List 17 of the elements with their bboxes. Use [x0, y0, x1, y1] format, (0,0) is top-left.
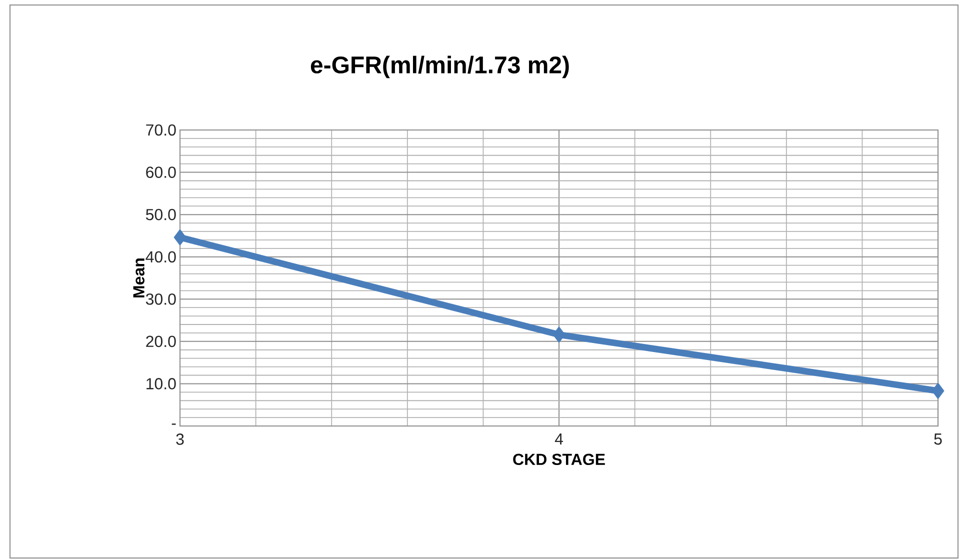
y-tick-label: 10.0	[146, 378, 176, 390]
x-tick-label: 4	[554, 434, 563, 445]
y-tick-label: 60.0	[146, 166, 176, 178]
point	[552, 326, 566, 343]
x-axis-title: CKD STAGE	[513, 454, 605, 466]
y-tick-label: 40.0	[146, 251, 176, 263]
y-tick-label: 30.0	[146, 293, 176, 305]
chart-title: e-GFR(ml/min/1.73 m2)	[310, 56, 569, 78]
y-tick-label: 70.0	[146, 124, 176, 136]
y-tick-label: 50.0	[146, 208, 176, 220]
point	[932, 382, 944, 400]
x-tick-label: 3	[176, 434, 184, 445]
y-tick-label: 20.0	[146, 336, 176, 348]
y-axis-title: Mean	[133, 258, 144, 298]
point	[174, 229, 186, 246]
y-tick-label: -	[172, 424, 176, 425]
x-tick-label: 5	[934, 434, 942, 445]
